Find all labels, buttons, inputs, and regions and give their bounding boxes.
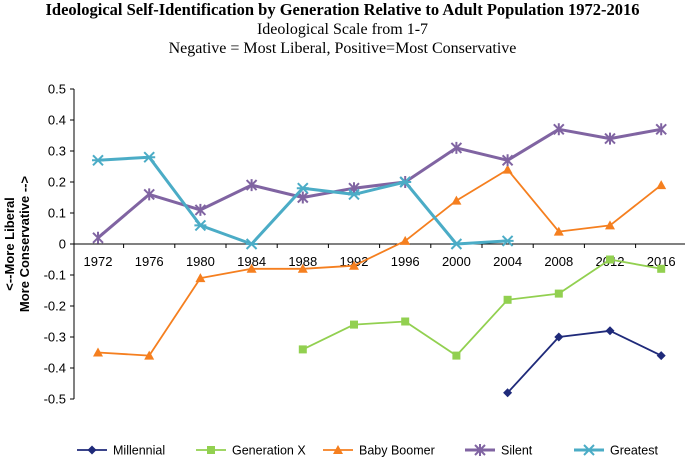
y-tick-label: 0.2 — [48, 175, 66, 190]
legend-label: Baby Boomer — [359, 444, 435, 458]
data-point-greatest — [348, 188, 360, 201]
x-tick-label: 2000 — [442, 254, 471, 269]
x-tick-label: 1976 — [135, 254, 164, 269]
data-point-silent — [245, 179, 258, 192]
data-point-baby-boomer — [144, 350, 155, 360]
data-point-generation-x — [606, 255, 614, 264]
data-point-greatest — [245, 238, 258, 250]
data-point-millennial — [605, 326, 615, 336]
legend-marker-generation-x — [207, 446, 215, 454]
series-silent — [92, 123, 667, 244]
data-point-generation-x — [298, 345, 307, 354]
legend-marker-millennial — [87, 445, 97, 455]
y-tick-label: 0.1 — [48, 206, 66, 221]
y-tick-label: -0.1 — [44, 268, 66, 283]
legend-marker-baby-boomer — [333, 445, 343, 454]
legend-label: Generation X — [232, 444, 306, 458]
y-axis-label-2: More Conservative --> — [17, 176, 32, 313]
data-point-generation-x — [401, 317, 410, 326]
data-point-silent — [297, 191, 309, 204]
data-point-silent — [553, 123, 565, 136]
series-millennial — [503, 326, 666, 398]
series-line-millennial — [506, 329, 662, 394]
data-point-millennial — [656, 351, 666, 361]
data-point-baby-boomer — [553, 226, 564, 236]
data-point-greatest — [296, 182, 309, 194]
legend-item-generation-x: Generation X — [196, 444, 306, 458]
data-point-greatest — [92, 154, 104, 167]
legend-label: Millennial — [113, 444, 165, 458]
data-point-baby-boomer — [656, 180, 667, 190]
legend-item-baby-boomer: Baby Boomer — [323, 444, 435, 458]
data-point-baby-boomer — [400, 235, 411, 245]
data-point-baby-boomer — [451, 195, 462, 205]
data-point-baby-boomer — [93, 347, 103, 357]
data-point-baby-boomer — [246, 263, 257, 273]
data-point-greatest — [501, 235, 514, 247]
data-point-generation-x — [554, 289, 563, 298]
legend-label: Greatest — [610, 444, 658, 458]
series-greatest — [92, 151, 514, 250]
data-point-silent — [450, 141, 463, 154]
series-generation-x — [298, 255, 666, 360]
chart-title: Ideological Self-Identification by Gener… — [46, 0, 640, 19]
axes: 0.5 0.4 0.3 0.2 0.1 0 -0.1 -0.2 -0.3 -0.4 -0.5 1972… — [44, 82, 685, 407]
x-tick-label: 2008 — [544, 254, 573, 269]
y-tick-label: -0.3 — [44, 330, 66, 345]
y-tick-label: -0.4 — [44, 361, 66, 376]
series-group — [92, 123, 667, 398]
data-point-generation-x — [350, 320, 358, 329]
data-point-baby-boomer — [297, 263, 308, 273]
data-point-generation-x — [657, 264, 666, 273]
y-tick-label: 0.4 — [48, 113, 66, 128]
y-tick-label: 0.5 — [48, 82, 66, 97]
x-tick-label: 1988 — [288, 254, 317, 269]
data-point-silent — [143, 188, 155, 201]
data-point-greatest — [194, 219, 207, 232]
legend-marker-silent — [474, 444, 486, 456]
data-point-millennial — [554, 332, 564, 342]
data-point-baby-boomer — [605, 220, 615, 230]
legend-marker-greatest — [583, 444, 595, 456]
legend-label: Silent — [501, 444, 533, 458]
chart-subtitle-1: Ideological Scale from 1-7 — [257, 21, 428, 38]
series-line-generation-x — [302, 258, 662, 357]
legend-item-silent: Silent — [465, 444, 533, 458]
x-tick-label: 1984 — [237, 254, 266, 269]
legend: Millennial Generation X Baby Boomer Silent G… — [77, 444, 658, 458]
x-tick-label: 1972 — [84, 254, 113, 269]
data-point-silent — [655, 123, 667, 136]
legend-item-greatest: Greatest — [574, 444, 658, 458]
data-point-baby-boomer — [502, 164, 513, 174]
data-point-greatest — [450, 238, 463, 250]
series-line-baby-boomer — [97, 168, 662, 357]
y-tick-label: 0 — [59, 237, 66, 252]
data-point-baby-boomer — [349, 260, 359, 270]
chart-subtitle-2: Negative = Most Liberal, Positive=Most C… — [169, 40, 517, 57]
x-tick-label: 2004 — [493, 254, 522, 269]
data-point-silent — [501, 154, 514, 167]
y-tick-label: -0.2 — [44, 299, 66, 314]
series-line-silent — [97, 127, 662, 239]
data-point-greatest — [143, 151, 156, 163]
x-tick-label: 1996 — [391, 254, 420, 269]
data-point-silent — [194, 203, 207, 216]
data-point-silent — [604, 132, 616, 145]
x-tick-label: 2016 — [647, 254, 676, 269]
data-point-generation-x — [452, 351, 461, 360]
data-point-greatest — [399, 176, 412, 188]
data-point-generation-x — [503, 295, 512, 304]
y-axis-label-1: <--More Liberal — [2, 197, 17, 291]
series-baby-boomer — [93, 164, 667, 360]
y-tick-label: -0.5 — [44, 392, 66, 407]
x-tick-label: 1980 — [186, 254, 215, 269]
legend-item-millennial: Millennial — [77, 444, 165, 458]
data-point-baby-boomer — [195, 273, 206, 283]
data-point-millennial — [503, 388, 513, 398]
data-point-silent — [92, 231, 104, 244]
y-tick-label: 0.3 — [48, 144, 66, 159]
